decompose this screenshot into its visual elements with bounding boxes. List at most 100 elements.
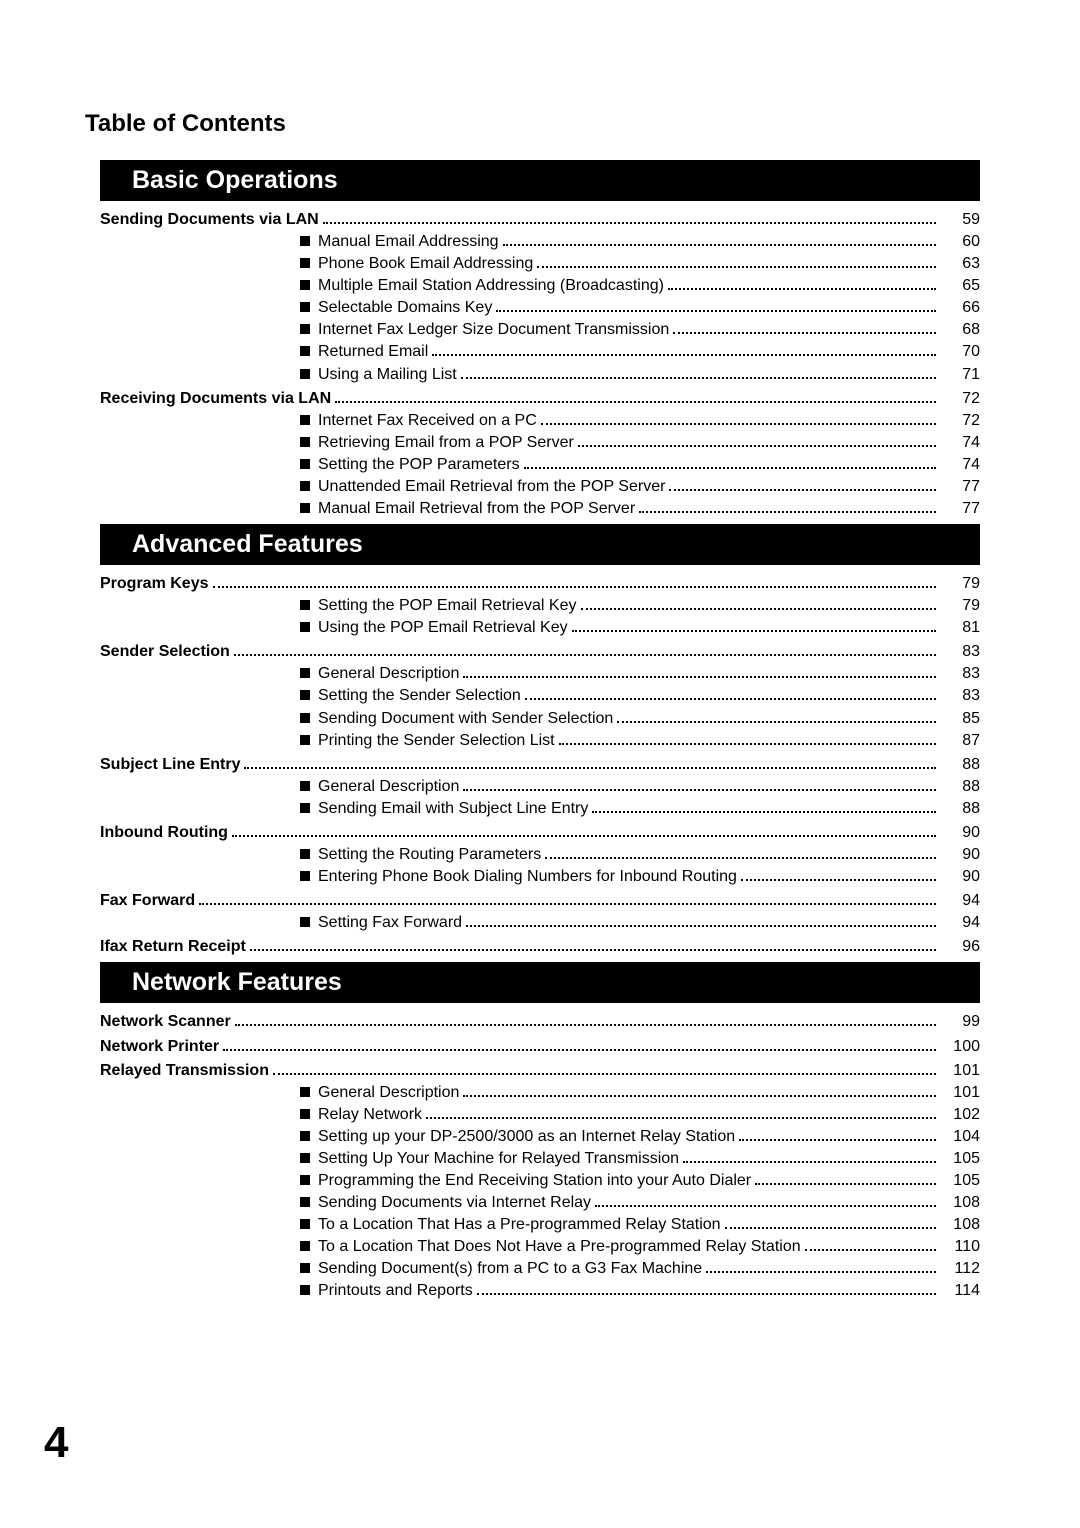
toc-page: 105: [940, 1148, 980, 1170]
toc-label: Unattended Email Retrieval from the POP …: [318, 476, 665, 498]
toc-entry-sub[interactable]: Programming the End Receiving Station in…: [100, 1170, 980, 1192]
toc-label: Sending Email with Subject Line Entry: [318, 798, 588, 820]
page-container: Table of Contents Basic OperationsSendin…: [0, 0, 1080, 1528]
toc-entry-top[interactable]: Relayed Transmission101: [100, 1060, 980, 1082]
toc-entry-sub[interactable]: Selectable Domains Key 66: [100, 297, 980, 319]
toc-label: Sending Document(s) from a PC to a G3 Fa…: [318, 1258, 702, 1280]
toc-page: 90: [940, 866, 980, 888]
toc-label: Returned Email: [318, 341, 428, 363]
toc-page: 79: [940, 595, 980, 617]
toc-entry-sub[interactable]: Unattended Email Retrieval from the POP …: [100, 476, 980, 498]
toc-page: 66: [940, 297, 980, 319]
dot-leader: [739, 1139, 936, 1141]
dot-leader: [235, 1024, 936, 1026]
toc-label: Using the POP Email Retrieval Key: [318, 617, 568, 639]
toc-entry-sub[interactable]: Setting Up Your Machine for Relayed Tran…: [100, 1148, 980, 1170]
toc-entry-sub[interactable]: Setting the Routing Parameters90: [100, 844, 980, 866]
dot-leader: [595, 1205, 936, 1207]
toc-entry-top[interactable]: Fax Forward94: [100, 890, 980, 912]
toc-entry-sub[interactable]: Using the POP Email Retrieval Key 81: [100, 617, 980, 639]
toc-page: 90: [940, 844, 980, 866]
toc-label: Manual Email Retrieval from the POP Serv…: [318, 498, 635, 520]
square-bullet-icon: [300, 1109, 310, 1119]
toc-page: 74: [940, 454, 980, 476]
toc-entry-sub[interactable]: Manual Email Retrieval from the POP Serv…: [100, 498, 980, 520]
toc-page: 101: [940, 1082, 980, 1104]
toc-entry-top[interactable]: Network Scanner99: [100, 1011, 980, 1033]
toc-entry-top[interactable]: Program Keys79: [100, 573, 980, 595]
dot-leader: [578, 445, 936, 447]
dot-leader: [463, 1095, 936, 1097]
dot-leader: [213, 586, 937, 588]
toc-entry-sub[interactable]: Setting the POP Email Retrieval Key 79: [100, 595, 980, 617]
square-bullet-icon: [300, 280, 310, 290]
toc-entry-sub[interactable]: Relay Network102: [100, 1104, 980, 1126]
toc-entry-sub[interactable]: Setting the POP Parameters74: [100, 454, 980, 476]
section-heading: Advanced Features: [100, 524, 980, 565]
square-bullet-icon: [300, 302, 310, 312]
dot-leader: [426, 1117, 936, 1119]
toc-label: Setting Up Your Machine for Relayed Tran…: [318, 1148, 679, 1170]
toc-entry-sub[interactable]: To a Location That Does Not Have a Pre-p…: [100, 1236, 980, 1258]
toc-page: 72: [940, 388, 980, 410]
toc-label: Entering Phone Book Dialing Numbers for …: [318, 866, 737, 888]
toc-group: Network Scanner99: [85, 1011, 980, 1033]
toc-entry-sub[interactable]: Setting the Sender Selection83: [100, 685, 980, 707]
toc-entry-sub[interactable]: Manual Email Addressing60: [100, 231, 980, 253]
toc-label: Receiving Documents via LAN: [100, 388, 331, 410]
toc-label: Printouts and Reports: [318, 1280, 473, 1302]
toc-page: 88: [940, 798, 980, 820]
toc-page: 71: [940, 364, 980, 386]
toc-group: Relayed Transmission101General Descripti…: [85, 1060, 980, 1303]
toc-label: Retrieving Email from a POP Server: [318, 432, 574, 454]
toc-page: 105: [940, 1170, 980, 1192]
toc-entry-top[interactable]: Inbound Routing90: [100, 822, 980, 844]
toc-page: 108: [940, 1214, 980, 1236]
toc-entry-top[interactable]: Subject Line Entry88: [100, 754, 980, 776]
toc-entry-sub[interactable]: To a Location That Has a Pre-programmed …: [100, 1214, 980, 1236]
toc-entry-top[interactable]: Network Printer100: [100, 1036, 980, 1058]
toc-group: Fax Forward94Setting Fax Forward94: [85, 890, 980, 934]
dot-leader: [335, 401, 936, 403]
toc-entry-sub[interactable]: Sending Document(s) from a PC to a G3 Fa…: [100, 1258, 980, 1280]
square-bullet-icon: [300, 1263, 310, 1273]
dot-leader: [234, 654, 936, 656]
toc-entry-sub[interactable]: Printing the Sender Selection List87: [100, 730, 980, 752]
toc-label: Phone Book Email Addressing: [318, 253, 533, 275]
toc-entry-top[interactable]: Receiving Documents via LAN 72: [100, 388, 980, 410]
dot-leader: [323, 222, 936, 224]
dot-leader: [199, 903, 936, 905]
toc-entry-sub[interactable]: Entering Phone Book Dialing Numbers for …: [100, 866, 980, 888]
toc-entry-sub[interactable]: Multiple Email Station Addressing (Broad…: [100, 275, 980, 297]
toc-page: 81: [940, 617, 980, 639]
toc-entry-sub[interactable]: Retrieving Email from a POP Server74: [100, 432, 980, 454]
toc-page: 83: [940, 663, 980, 685]
toc-entry-sub[interactable]: General Description83: [100, 663, 980, 685]
toc-page: 96: [940, 936, 980, 958]
toc-entry-sub[interactable]: Using a Mailing List71: [100, 364, 980, 386]
toc-entry-top[interactable]: Sender Selection83: [100, 641, 980, 663]
toc-entry-sub[interactable]: Setting up your DP-2500/3000 as an Inter…: [100, 1126, 980, 1148]
toc-page: 77: [940, 476, 980, 498]
dot-leader: [668, 288, 936, 290]
toc-entry-sub[interactable]: Internet Fax Ledger Size Document Transm…: [100, 319, 980, 341]
toc-page: 94: [940, 890, 980, 912]
toc-label: Setting the POP Email Retrieval Key: [318, 595, 577, 617]
toc-entry-sub[interactable]: General Description101: [100, 1082, 980, 1104]
toc-entry-sub[interactable]: Sending Documents via Internet Relay108: [100, 1192, 980, 1214]
toc-entry-sub[interactable]: Printouts and Reports114: [100, 1280, 980, 1302]
toc-label: Selectable Domains Key: [318, 297, 492, 319]
dot-leader: [232, 835, 936, 837]
toc-entry-sub[interactable]: Sending Email with Subject Line Entry 88: [100, 798, 980, 820]
toc-label: Setting the Sender Selection: [318, 685, 521, 707]
toc-entry-sub[interactable]: Setting Fax Forward94: [100, 912, 980, 934]
square-bullet-icon: [300, 481, 310, 491]
toc-entry-top[interactable]: Sending Documents via LAN59: [100, 209, 980, 231]
toc-entry-sub[interactable]: Internet Fax Received on a PC72: [100, 410, 980, 432]
toc-entry-sub[interactable]: General Description88: [100, 776, 980, 798]
toc-entry-sub[interactable]: Phone Book Email Addressing63: [100, 253, 980, 275]
square-bullet-icon: [300, 600, 310, 610]
toc-entry-sub[interactable]: Sending Document with Sender Selection85: [100, 708, 980, 730]
toc-entry-top[interactable]: Ifax Return Receipt96: [100, 936, 980, 958]
toc-entry-sub[interactable]: Returned Email70: [100, 341, 980, 363]
